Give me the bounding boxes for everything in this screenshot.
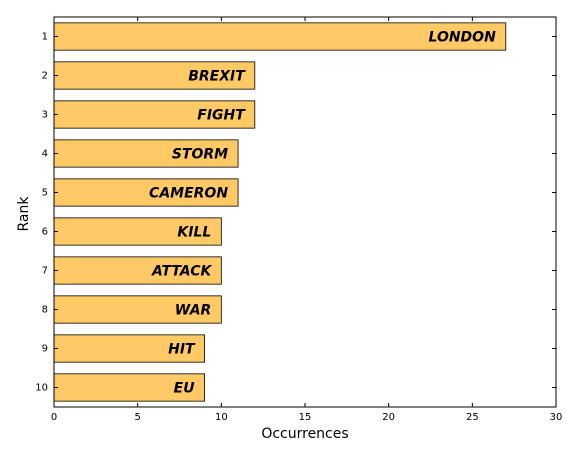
x-tick-label: 5 (134, 412, 140, 423)
y-tick-label: 3 (42, 110, 48, 121)
x-tick-label: 20 (382, 412, 395, 423)
bar-label: BREXIT (188, 69, 246, 85)
bar-label: KILL (177, 225, 211, 241)
x-tick-label: 15 (299, 412, 312, 423)
x-tick-label: 25 (466, 412, 479, 423)
y-tick-label: 2 (42, 71, 48, 82)
y-tick-label: 10 (35, 383, 48, 394)
x-tick-label: 30 (550, 412, 563, 423)
y-tick-label: 4 (42, 149, 48, 160)
y-tick-label: 8 (42, 305, 48, 316)
bar-label: CAMERON (149, 186, 228, 202)
bar (53, 295, 222, 324)
x-axis-label: Occurrences (261, 426, 348, 442)
bar (53, 22, 507, 51)
plot-frame (53, 16, 557, 408)
x-tick-label: 10 (215, 412, 228, 423)
y-tick-label: 1 (42, 32, 48, 43)
bar (53, 139, 239, 168)
bar-label: FIGHT (197, 108, 246, 124)
bar-label: EU (174, 381, 196, 397)
x-tick-label: 0 (51, 412, 57, 423)
bar-label: HIT (168, 342, 196, 358)
y-tick-label: 9 (42, 344, 48, 355)
bar-label: WAR (175, 303, 212, 319)
y-axis-label: Rank (16, 196, 32, 232)
bar (53, 334, 206, 363)
bar (53, 178, 239, 207)
bar-label: ATTACK (151, 264, 213, 280)
bar (53, 100, 256, 129)
y-tick-label: 7 (42, 266, 48, 277)
y-tick-label: 6 (42, 227, 48, 238)
bar (53, 61, 256, 90)
bar-label: LONDON (429, 30, 497, 46)
bar (53, 256, 222, 285)
bar-label: STORM (172, 147, 228, 163)
y-tick-label: 5 (42, 188, 48, 199)
